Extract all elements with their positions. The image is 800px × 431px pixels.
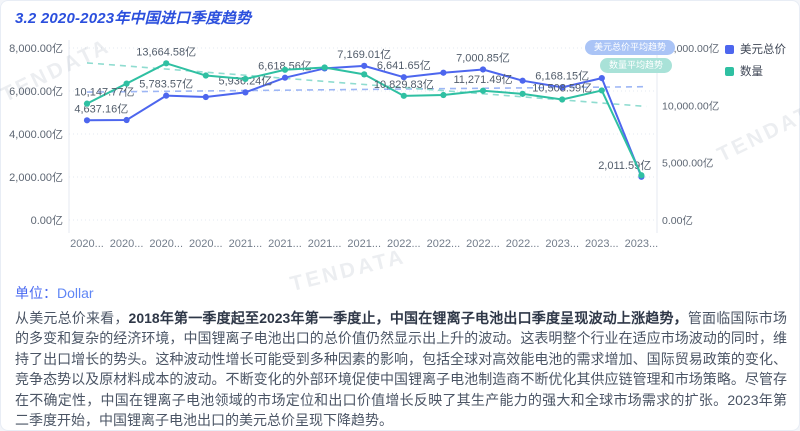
data-point-dot[interactable]	[440, 69, 447, 76]
trend-chart: 8,000.00亿 6,000.00亿 4,000.00亿 2,000.00亿 0.00…	[0, 1, 800, 296]
data-point-dot[interactable]	[559, 84, 566, 91]
legend-swatch-quantity-icon	[725, 66, 734, 76]
x-axis-tick-label: 2020...	[70, 238, 104, 250]
x-axis-tick-label: 2021...	[308, 238, 342, 250]
x-axis-tick-label: 2022...	[506, 238, 540, 250]
point-label: 2,011.59亿	[598, 159, 651, 172]
left-axis-tick-label: 6,000.00亿	[9, 85, 63, 98]
data-point-dot[interactable]	[281, 74, 289, 81]
data-point-dot[interactable]	[242, 75, 249, 83]
data-point-dot[interactable]	[519, 77, 526, 84]
right-axis-tick-label: 0.00亿	[662, 214, 693, 227]
chart-title: 3.2 2020-2023年中国进口季度趋势	[15, 10, 252, 27]
data-point-dot[interactable]	[123, 116, 130, 124]
point-label: 10,508.59亿	[532, 82, 592, 95]
data-point-dot[interactable]	[202, 72, 209, 79]
data-point-dot[interactable]	[598, 87, 605, 94]
data-point-dot[interactable]	[479, 87, 487, 94]
unit-value: Dollar	[57, 285, 94, 301]
data-point-dot[interactable]	[163, 92, 170, 99]
left-axis-tick-label: 4,000.00亿	[9, 128, 63, 141]
legend-swatch-usd-icon	[725, 44, 734, 54]
data-point-dot[interactable]	[559, 96, 566, 103]
point-label: 7,000.85亿	[456, 51, 510, 64]
paragraph-bold: 2018年第一季度起至2023年第一季度止，中国在锂离子电池出口季度呈现波动上涨…	[128, 310, 688, 326]
data-point-dot[interactable]	[400, 74, 407, 81]
x-axis-tick-label: 2022...	[427, 238, 461, 250]
legend-label-usd: 美元总价	[740, 44, 786, 56]
analysis-paragraph: 从美元总价来看，2018年第一季度起至2023年第一季度止，中国在锂离子电池出口…	[15, 308, 787, 430]
legend-item-quantity[interactable]: 数量	[725, 63, 786, 79]
x-axis-tick-label: 2021...	[229, 238, 263, 250]
x-axis-tick-label: 2023...	[625, 238, 659, 250]
left-axis-tick-label: 0.00亿	[31, 214, 63, 227]
point-label: 13,664.58亿	[136, 45, 196, 58]
x-axis-tick-label: 2021...	[347, 238, 381, 250]
data-point-dot[interactable]	[281, 66, 289, 73]
data-point-dot[interactable]	[202, 93, 209, 101]
right-axis-tick-label: 15,000.00亿	[662, 42, 719, 55]
data-point-dot[interactable]	[400, 92, 407, 99]
data-point-dot[interactable]	[83, 100, 91, 107]
x-axis-tick-label: 2022...	[387, 238, 421, 250]
data-point-dot[interactable]	[163, 60, 170, 67]
point-label: 4,637.16亿	[74, 102, 128, 115]
left-axis-tick-label: 8,000.00亿	[9, 42, 63, 55]
point-label: 6,168.15亿	[535, 69, 589, 82]
trend-line	[86, 85, 647, 93]
unit-line: 单位：Dollar	[15, 283, 787, 303]
point-label: 5,783.57亿	[139, 78, 193, 91]
legend-label-quantity: 数量	[740, 66, 763, 78]
x-axis-tick-label: 2020...	[149, 238, 183, 250]
x-axis-tick-label: 2022...	[466, 238, 500, 250]
left-axis-tick-label: 2,000.00亿	[9, 171, 63, 184]
data-point-dot[interactable]	[519, 90, 526, 97]
data-point-dot[interactable]	[479, 66, 487, 73]
usd-trend-pill[interactable]: 美元总价平均趋势	[585, 40, 676, 55]
right-axis-tick-label: 5,000.00亿	[662, 157, 713, 170]
right-axis-tick-label: 10,000.00亿	[662, 99, 719, 112]
data-point-dot[interactable]	[361, 71, 368, 78]
analysis-section: 单位：Dollar 从美元总价来看，2018年第一季度起至2023年第一季度止，…	[15, 283, 787, 430]
paragraph-pre: 从美元总价来看，	[15, 310, 129, 326]
data-point-dot[interactable]	[361, 62, 368, 69]
data-point-dot[interactable]	[321, 64, 328, 71]
chart-canvas: 8,000.00亿 6,000.00亿 4,000.00亿 2,000.00亿 0.00…	[9, 40, 719, 250]
data-point-dot[interactable]	[123, 80, 130, 87]
legend: 美元总价 数量	[725, 41, 786, 79]
data-point-dot[interactable]	[440, 91, 447, 99]
unit-label: 单位：	[15, 285, 57, 301]
point-label: 11,271.49亿	[453, 73, 512, 86]
point-label: 7,169.01亿	[337, 48, 391, 61]
paragraph-rest: 管面临国际市场的多变和复杂的经济环境，中国锂离子电池出口的总价值仍然显示出上升的…	[15, 310, 788, 429]
x-axis-tick-label: 2020...	[189, 238, 223, 250]
data-point-dot[interactable]	[242, 89, 249, 96]
data-point-dot[interactable]	[83, 117, 91, 124]
data-point-dot[interactable]	[638, 172, 645, 179]
point-label: 10,829.83亿	[374, 78, 434, 91]
legend-item-usd-total[interactable]: 美元总价	[725, 41, 786, 57]
point-label: 10,147.77亿	[74, 86, 134, 99]
x-axis-tick-label: 2020...	[110, 238, 144, 250]
x-axis-tick-label: 2021...	[268, 238, 302, 250]
x-axis-tick-label: 2023...	[545, 238, 579, 250]
x-axis-tick-label: 2023...	[585, 238, 619, 250]
quantity-trend-pill[interactable]: 数量平均趋势	[600, 58, 673, 73]
data-point-dot[interactable]	[598, 75, 605, 82]
point-label: 6,641.65亿	[377, 59, 431, 72]
